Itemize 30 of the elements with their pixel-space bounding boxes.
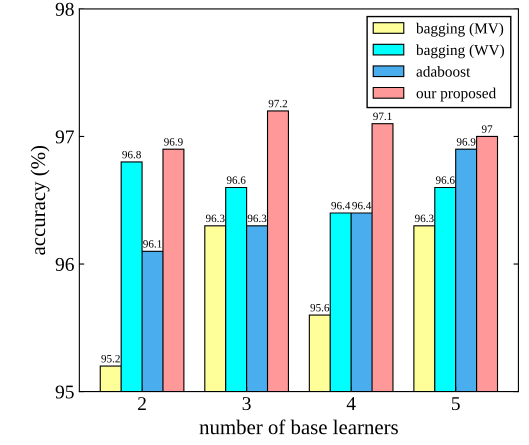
data-label: 96.8 [122,150,141,158]
data-label: 95.6 [310,304,330,312]
legend-label: our proposed [416,88,496,102]
data-label: 96.3 [206,214,225,222]
data-label: 96.1 [143,240,162,248]
data-label: 97 [482,125,492,133]
x-axis-title: number of base learners [200,419,398,434]
data-label: 95.2 [101,354,120,362]
data-label: 96.3 [248,214,266,222]
y-tick-label: 97 [56,130,74,144]
data-label: 96.3 [414,214,434,222]
data-label: 96.6 [436,176,455,184]
x-tick-label: 5 [452,397,460,410]
data-label: 97.1 [373,112,392,120]
legend-label: bagging (MV) [416,22,504,37]
data-label: 96.4 [352,202,372,210]
x-tick-label: 4 [346,397,356,410]
y-axis-title: accuracy (%) [30,146,50,255]
y-tick-label: 98 [56,2,74,16]
y-tick-label: 95 [56,385,74,399]
legend-label: adaboost [416,66,470,77]
data-label: 96.6 [226,176,246,184]
legend-label: bagging (WV) [416,44,504,58]
data-label: 97.2 [268,100,288,108]
x-tick-label: 2 [138,397,146,410]
y-tick-label: 96 [56,258,74,271]
data-label: 96.9 [456,138,476,146]
data-label: 96.4 [331,202,350,210]
x-tick-label: 3 [242,397,251,410]
data-label: 96.9 [164,138,183,146]
